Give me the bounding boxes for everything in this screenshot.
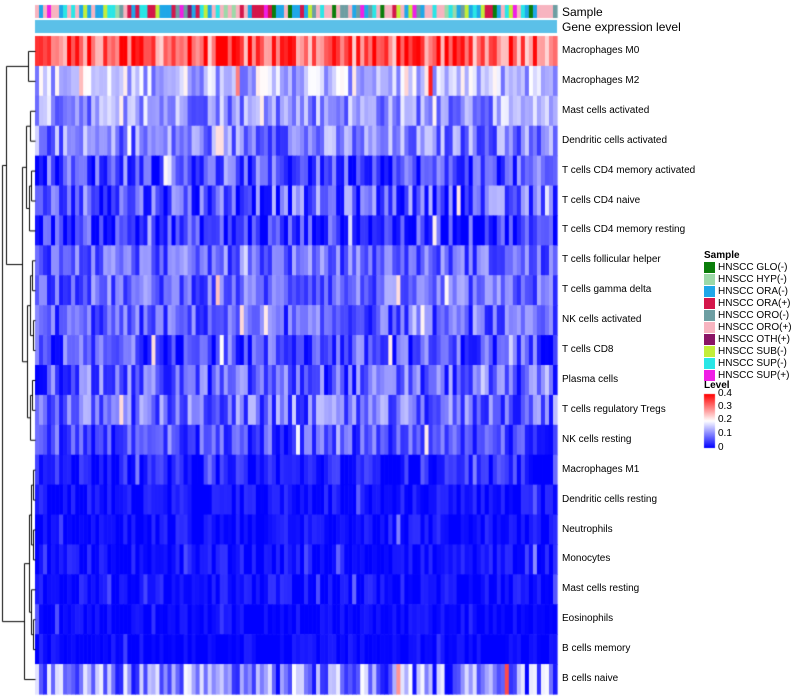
row-label: NK cells resting (562, 433, 632, 445)
row-label: Macrophages M2 (562, 74, 640, 86)
level-legend-title: Level (704, 380, 730, 391)
row-label: Macrophages M0 (562, 44, 640, 56)
legend-label: HNSCC HYP(-) (718, 274, 787, 285)
legend-swatch (704, 322, 715, 333)
row-label: Neutrophils (562, 523, 613, 535)
row-label: T cells gamma delta (562, 284, 652, 296)
legend-label: HNSCC SUP(-) (718, 358, 787, 369)
level-tick-label: 0 (718, 442, 724, 453)
level-tick-label: 0.2 (718, 414, 732, 425)
row-label: T cells CD4 memory resting (562, 224, 686, 236)
annotation-label-gene-expression: Gene expression level (562, 20, 681, 34)
sample-legend-title: Sample (704, 250, 740, 261)
level-tick-label: 0.1 (718, 428, 732, 439)
legend-swatch (704, 262, 715, 273)
row-label: Mast cells resting (562, 583, 640, 595)
row-label: T cells regulatory Tregs (562, 403, 666, 415)
legend-swatch (704, 358, 715, 369)
row-label: NK cells activated (562, 314, 642, 326)
row-label: Macrophages M1 (562, 463, 640, 475)
legend-label: HNSCC ORO(-) (718, 310, 790, 321)
row-label: Mast cells activated (562, 104, 650, 116)
legend-label: HNSCC SUP(+) (718, 370, 790, 381)
legend-label: HNSCC ORA(-) (718, 286, 788, 297)
legend-label: HNSCC ORO(+) (718, 322, 792, 333)
legend-swatch (704, 286, 715, 297)
legend-swatch (704, 298, 715, 309)
row-label: T cells CD8 (562, 344, 614, 356)
row-label: Monocytes (562, 553, 611, 565)
legend-swatch (704, 310, 715, 321)
level-tick-label: 0.3 (718, 401, 732, 412)
legend-swatch (704, 370, 715, 381)
row-label: T cells follicular helper (562, 254, 661, 266)
legend-label: HNSCC OTH(+) (718, 334, 790, 345)
legend-label: HNSCC ORA(+) (718, 298, 791, 309)
row-label: Eosinophils (562, 613, 614, 625)
legend-label: HNSCC SUB(-) (718, 346, 787, 357)
legend-label: HNSCC GLO(-) (718, 262, 788, 273)
annotation-label-sample: Sample (562, 5, 603, 19)
row-label: B cells naive (562, 673, 619, 685)
level-tick-label: 0.4 (718, 388, 732, 399)
row-label: T cells CD4 memory activated (562, 164, 696, 176)
row-label: T cells CD4 naive (562, 194, 641, 206)
legend-swatch (704, 334, 715, 345)
legend-swatch (704, 274, 715, 285)
row-label: Plasma cells (562, 373, 619, 385)
row-label: B cells memory (562, 643, 631, 655)
legend-swatch (704, 346, 715, 357)
row-label: Dendritic cells activated (562, 134, 668, 146)
row-label: Dendritic cells resting (562, 493, 658, 505)
